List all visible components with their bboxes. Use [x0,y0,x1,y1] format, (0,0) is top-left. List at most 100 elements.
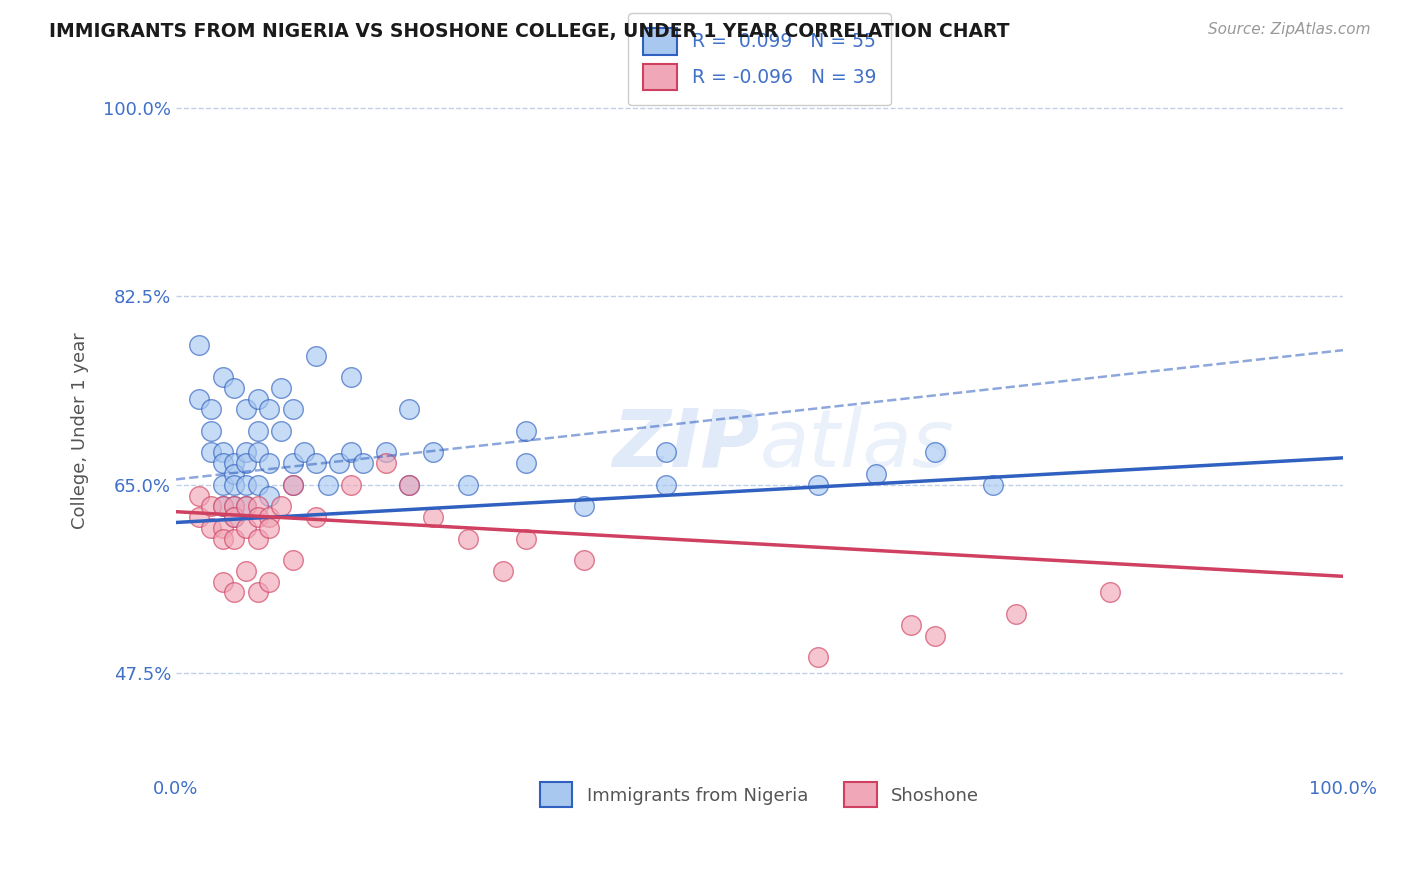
Point [515,532,537,546]
Point [305,456,328,470]
Point [200,445,222,459]
Point [246,585,269,599]
Point [211,532,233,546]
Text: IMMIGRANTS FROM NIGERIA VS SHOSHONE COLLEGE, UNDER 1 YEAR CORRELATION CHART: IMMIGRANTS FROM NIGERIA VS SHOSHONE COLL… [49,22,1010,41]
Y-axis label: College, Under 1 year: College, Under 1 year [72,333,89,529]
Point [246,510,269,524]
Point [211,521,233,535]
Point [340,370,363,384]
Point [235,445,257,459]
Point [270,381,292,395]
Point [340,477,363,491]
Point [200,424,222,438]
Point [188,392,211,406]
Point [235,521,257,535]
Point [305,349,328,363]
Text: atlas: atlas [759,406,955,483]
Point [900,617,922,632]
Point [211,574,233,589]
Legend: Immigrants from Nigeria, Shoshone: Immigrants from Nigeria, Shoshone [533,775,987,814]
Point [246,500,269,514]
Point [328,456,350,470]
Point [246,392,269,406]
Point [235,402,257,417]
Point [200,521,222,535]
Point [259,574,281,589]
Point [981,477,1004,491]
Point [224,381,246,395]
Point [281,553,304,567]
Point [224,500,246,514]
Point [865,467,887,481]
Point [281,402,304,417]
Point [246,532,269,546]
Point [292,445,315,459]
Point [375,445,398,459]
Point [1005,607,1028,621]
Point [259,510,281,524]
Point [398,402,420,417]
Point [457,532,479,546]
Point [259,456,281,470]
Point [246,445,269,459]
Point [270,424,292,438]
Point [188,489,211,503]
Point [259,402,281,417]
Point [224,456,246,470]
Point [340,445,363,459]
Point [492,564,515,578]
Point [259,521,281,535]
Point [259,489,281,503]
Point [655,477,678,491]
Point [235,564,257,578]
Point [224,532,246,546]
Point [457,477,479,491]
Point [515,424,537,438]
Point [211,500,233,514]
Point [924,445,946,459]
Point [305,510,328,524]
Point [235,477,257,491]
Point [211,456,233,470]
Point [211,477,233,491]
Point [316,477,339,491]
Point [422,445,444,459]
Point [235,500,257,514]
Point [281,456,304,470]
Point [224,585,246,599]
Point [246,477,269,491]
Point [211,445,233,459]
Point [281,477,304,491]
Point [224,467,246,481]
Point [807,477,830,491]
Point [924,628,946,642]
Point [224,510,246,524]
Point [375,456,398,470]
Point [188,510,211,524]
Point [211,370,233,384]
Point [235,500,257,514]
Point [224,477,246,491]
Point [574,553,596,567]
Point [270,500,292,514]
Point [246,424,269,438]
Point [211,500,233,514]
Point [422,510,444,524]
Point [188,338,211,352]
Point [1098,585,1121,599]
Point [807,650,830,665]
Point [398,477,420,491]
Point [398,477,420,491]
Point [515,456,537,470]
Point [224,510,246,524]
Text: ZIP: ZIP [612,406,759,483]
Text: Source: ZipAtlas.com: Source: ZipAtlas.com [1208,22,1371,37]
Point [235,456,257,470]
Point [200,500,222,514]
Point [224,500,246,514]
Point [574,500,596,514]
Point [655,445,678,459]
Point [281,477,304,491]
Point [352,456,374,470]
Point [200,402,222,417]
